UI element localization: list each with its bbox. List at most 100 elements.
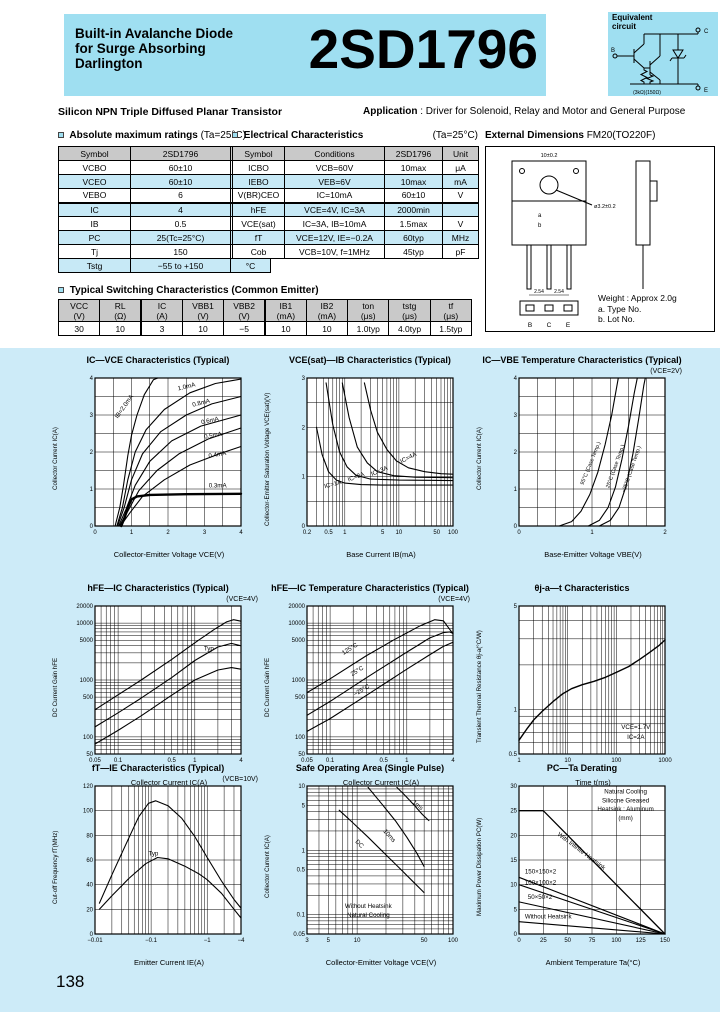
elec-section-title: Electrical Characteristics (Ta=25°C): [232, 130, 478, 141]
table-cell: 25(Tc=25°C): [130, 230, 231, 245]
svg-text:0: 0: [90, 932, 94, 938]
table-cell: 10: [181, 321, 225, 336]
equiv-label-c: C: [704, 29, 709, 35]
svg-text:20000: 20000: [76, 604, 93, 610]
table-cell: VEBO: [58, 188, 131, 203]
elec-condition: (Ta=25°C): [432, 130, 478, 141]
table-cell: VCE=12V, IE=−0.2A: [284, 230, 385, 245]
equiv-resistor-values: (3kΩ)(150Ω): [633, 90, 661, 96]
svg-text:50: 50: [298, 752, 305, 758]
chart-xlabel: Collector Current IC(A): [130, 778, 208, 787]
svg-text:5: 5: [514, 604, 518, 610]
svg-text:4: 4: [90, 376, 94, 382]
chart-title: VCE(sat)—IB Characteristics (Typical): [289, 355, 451, 365]
abs-max-section-title: Absolute maximum ratings (Ta=25°C): [58, 130, 246, 141]
table-cell: fT: [232, 230, 285, 245]
table-cell: IEBO: [232, 174, 285, 189]
chart-ft-ie: fT—IE Characteristics (Typical) (VCB=10V…: [52, 763, 264, 989]
table-cell: V(BR)CEO: [232, 188, 285, 203]
column-header: VBB1 (V): [181, 299, 225, 322]
svg-text:−0.1: −0.1: [145, 938, 158, 944]
svg-text:500: 500: [83, 695, 94, 701]
svg-text:1000: 1000: [658, 758, 672, 764]
svg-text:0.5: 0.5: [324, 530, 333, 536]
svg-text:100: 100: [83, 809, 94, 815]
table-cell: 150: [130, 244, 231, 259]
table-cell: VCBO: [58, 160, 131, 175]
table-cell: 60±10: [130, 174, 231, 189]
svg-text:0: 0: [514, 932, 518, 938]
table-row: Tstg −55 to +150 °C: [58, 258, 271, 273]
chart-title: hFE—IC Characteristics (Typical): [87, 583, 229, 593]
dim-pitch-1: 2.54: [534, 289, 544, 295]
table-row: VCE(sat) IC=3A, IB=10mA 1.5max V: [232, 216, 479, 231]
svg-text:IC=2A: IC=2A: [627, 734, 645, 741]
column-header: ton (μs): [347, 299, 390, 322]
table-cell: 10: [99, 321, 142, 336]
svg-text:0.05: 0.05: [301, 758, 313, 764]
svg-text:0.5: 0.5: [168, 758, 177, 764]
svg-text:150: 150: [660, 938, 671, 944]
svg-text:Without Heatsink: Without Heatsink: [525, 913, 573, 920]
chart-pc-ta: PC—Ta Derating Maximum Power Dissipation…: [476, 763, 688, 989]
equivalent-circuit-diagram: B C E (3kΩ)(150Ω): [611, 27, 709, 96]
svg-text:0: 0: [302, 524, 306, 530]
chart-xlabel: Collector-Emitter Voltage VCE(V): [325, 958, 437, 967]
table-cell: IC=3A, IB=10mA: [284, 216, 385, 231]
chart-annotation: (VCE=4V): [226, 596, 258, 603]
table-cell: 45typ: [384, 244, 443, 259]
application-text: : Driver for Solenoid, Relay and Motor a…: [420, 106, 686, 117]
header-subtitle: Built-in Avalanche Diode for Surge Absor…: [75, 26, 233, 71]
table-cell: Tstg: [58, 258, 131, 273]
svg-text:1: 1: [193, 758, 197, 764]
column-header: Conditions: [284, 146, 385, 161]
svg-text:30: 30: [510, 784, 517, 790]
table-cell: 60typ: [384, 230, 443, 245]
column-header: tstg (μs): [388, 299, 431, 322]
svg-text:50: 50: [86, 752, 93, 758]
svg-text:4: 4: [239, 758, 243, 764]
table-cell: IC: [58, 201, 131, 217]
table-cell: 60±10: [130, 160, 231, 175]
chart-ic-vbe-temp: IC—VBE Temperature Characteristics (Typi…: [476, 355, 688, 581]
svg-text:120: 120: [83, 784, 94, 790]
table-cell: VCB=10V, f=1MHz: [284, 244, 385, 259]
svg-text:0.1: 0.1: [114, 758, 123, 764]
column-header: 2SD1796: [384, 146, 443, 161]
chart-ylabel: Collector Current IC(A): [476, 427, 483, 491]
svg-text:1000: 1000: [80, 678, 94, 684]
svg-text:0.05: 0.05: [89, 758, 101, 764]
svg-text:2: 2: [166, 530, 170, 536]
chart-title: fT—IE Characteristics (Typical): [91, 763, 225, 773]
table-cell: 1.5max: [384, 216, 443, 231]
svg-text:1: 1: [590, 530, 594, 536]
table-cell: IC=10mA: [284, 188, 385, 203]
table-cell: −5: [223, 321, 266, 336]
table-cell: VEB=6V: [284, 174, 385, 189]
table-cell: mA: [442, 174, 479, 189]
pin-label-b: B: [528, 322, 532, 329]
table-cell: 4.0typ: [388, 321, 431, 336]
svg-text:100: 100: [448, 938, 459, 944]
svg-text:Typ: Typ: [204, 645, 215, 652]
svg-text:0.5: 0.5: [380, 758, 389, 764]
table-cell: V: [442, 188, 479, 203]
svg-text:3: 3: [514, 413, 518, 419]
svg-text:100: 100: [611, 938, 622, 944]
chart-annotation: (VCB=10V): [222, 776, 258, 783]
switching-title-text: Typical Switching Characteristics (Commo…: [69, 285, 319, 296]
svg-text:100: 100: [611, 758, 622, 764]
svg-text:0.5mA: 0.5mA: [204, 431, 224, 441]
device-description: Silicon NPN Triple Diffused Planar Trans…: [58, 106, 283, 118]
svg-text:3: 3: [302, 376, 306, 382]
chart-xlabel: Base-Emitter Voltage VBE(V): [544, 550, 642, 559]
svg-text:3: 3: [90, 413, 94, 419]
svg-text:25: 25: [540, 938, 547, 944]
column-header: Unit: [442, 146, 479, 161]
chart-title: hFE—IC Temperature Characteristics (Typi…: [271, 583, 469, 593]
chart-ylabel: Collector-Emitter Saturation Voltage VCE…: [264, 392, 271, 526]
table-cell: PC: [58, 230, 131, 245]
svg-text:0.6mA: 0.6mA: [201, 415, 221, 426]
ext-dim-title-text: External Dimensions: [485, 130, 584, 141]
